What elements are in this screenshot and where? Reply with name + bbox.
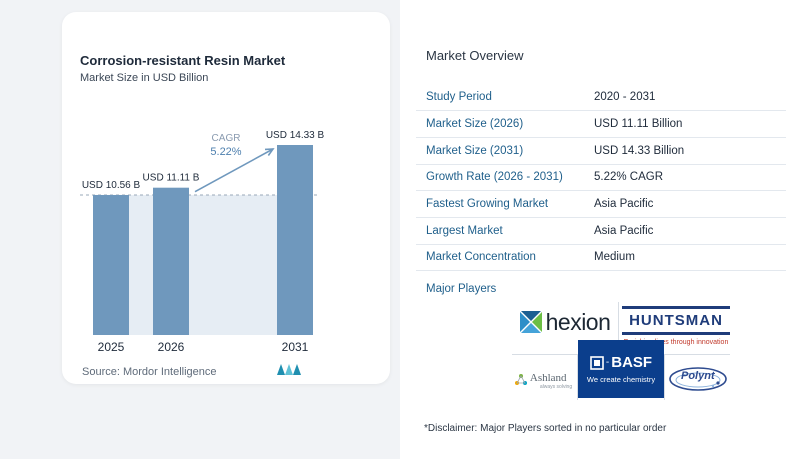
bar-value-label: USD 14.33 B (266, 130, 325, 141)
basf-square-icon (590, 355, 604, 370)
chart-title: Corrosion-resistant Resin Market (80, 53, 286, 68)
huntsman-wordmark: HUNTSMAN (629, 312, 723, 329)
bar-chart: USD 10.56 B 2025 USD 11.11 B 2026 USD 14.33 … (80, 130, 325, 354)
bar (153, 187, 189, 335)
logo-divider (618, 302, 619, 354)
mordor-logo-icon (277, 364, 301, 375)
overview-row: Market Size (2026) USD 11.11 Billion (416, 110, 786, 138)
overview-row: Study Period 2020 - 2031 (416, 84, 786, 112)
overview-row-value: 2020 - 2031 (594, 84, 786, 112)
cagr-label: CAGR (212, 133, 241, 144)
bar (277, 145, 313, 335)
overview-row-key: Largest Market (416, 217, 594, 245)
cagr-arrowhead (264, 148, 275, 156)
chart-subtitle: Market Size in USD Billion (80, 72, 209, 84)
overview-row-value: Asia Pacific (594, 190, 786, 218)
basf-tagline: We create chemistry (586, 375, 656, 384)
overview-table: Study Period 2020 - 2031 Market Size (2026… (416, 84, 786, 272)
overview-row-key: Market Size (2031) (416, 137, 594, 165)
overview-row: Fastest Growing Market Asia Pacific (416, 190, 786, 218)
ashland-mark-icon (514, 374, 527, 385)
overview-row-value: 5.22% CAGR (594, 164, 786, 192)
disclaimer-text: *Disclaimer: Major Players sorted in no … (424, 423, 667, 434)
ashland-tagline: always solving (539, 384, 573, 390)
overview-row-value: USD 11.11 Billion (594, 110, 786, 138)
growth-band (93, 194, 313, 335)
overview-title: Market Overview (426, 48, 524, 63)
overview-row-value: Asia Pacific (594, 217, 786, 245)
overview-row-key: Study Period (416, 84, 594, 112)
basf-logo: - BASF We create chemistry (578, 340, 664, 398)
huntsman-tagline: Enriching lives through innovation (623, 339, 729, 346)
overview-row-value: Medium (594, 244, 786, 272)
bar-value-label: USD 10.56 B (82, 180, 141, 191)
logo-divider (664, 354, 665, 400)
overview-row: Market Concentration Medium (416, 244, 786, 272)
ashland-logo: Ashland always solving (510, 368, 576, 394)
overview-row-key: Market Size (2026) (416, 110, 594, 138)
ashland-wordmark: Ashland (529, 372, 567, 384)
huntsman-logo: HUNTSMAN Enriching lives through innovat… (622, 303, 730, 349)
polynt-logo: Polynt (667, 364, 729, 394)
basf-wordmark: BASF (611, 354, 653, 371)
overview-row: Largest Market Asia Pacific (416, 217, 786, 245)
overview-row-value: USD 14.33 Billion (594, 137, 786, 165)
cagr-value: 5.22% (210, 146, 241, 158)
hexion-wordmark: hexion (545, 308, 611, 335)
cagr-arrow (194, 148, 274, 193)
category-label: 2031 (282, 340, 309, 354)
source-text: Source: Mordor Intelligence (82, 366, 217, 378)
category-label: 2025 (98, 340, 125, 354)
overview-row: Market Size (2031) USD 14.33 Billion (416, 137, 786, 165)
hexion-mark-icon (519, 311, 542, 333)
overview-row-key: Growth Rate (2026 - 2031) (416, 164, 594, 192)
overview-row-key: Fastest Growing Market (416, 190, 594, 218)
bar-value-label: USD 11.11 B (143, 173, 200, 184)
polynt-wordmark: Polynt (681, 370, 715, 382)
major-players-label: Major Players (426, 283, 497, 295)
polynt-mark-icon (669, 367, 727, 391)
bar (93, 194, 129, 335)
logo-divider (577, 354, 578, 400)
overview-row-key: Market Concentration (416, 244, 594, 272)
hexion-logo: hexion (510, 305, 618, 339)
category-label: 2026 (158, 340, 185, 354)
overview-row: Growth Rate (2026 - 2031) 5.22% CAGR (416, 164, 786, 192)
